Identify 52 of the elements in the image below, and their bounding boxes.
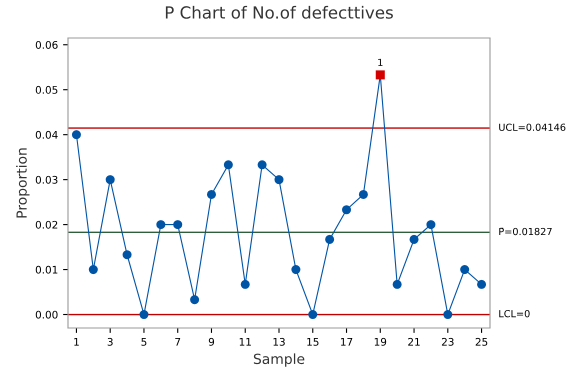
y-tick-label: 0.03	[36, 176, 58, 184]
point	[190, 295, 200, 304]
point	[342, 205, 352, 214]
y-tick-label: 0.01	[36, 266, 58, 274]
y-tick-label: 0.00	[36, 310, 58, 319]
y-tick-label: 0.05	[36, 86, 58, 94]
point	[106, 175, 115, 184]
point	[139, 310, 148, 320]
x-tick-label: 15	[307, 338, 318, 346]
point	[477, 280, 486, 289]
point	[325, 234, 334, 244]
x-tick-label: 21	[408, 338, 420, 346]
x-tick-label: 13	[274, 338, 285, 346]
x-tick-label: 1	[74, 338, 79, 346]
x-tick-label: 3	[108, 338, 113, 346]
point	[173, 220, 182, 230]
y-tick-label: 0.02	[36, 220, 58, 229]
x-tick-label: 19	[374, 338, 386, 346]
point	[392, 280, 402, 289]
point	[308, 310, 318, 320]
y-tick-label: 0.04	[36, 130, 58, 139]
point	[122, 250, 132, 260]
x-axis-title: Sample	[254, 353, 304, 367]
x-tick-label: 9	[208, 338, 214, 346]
annotation: 1	[378, 58, 382, 66]
point	[88, 265, 98, 274]
point	[376, 70, 385, 80]
ref-line-label: P̄=0.01827	[499, 228, 552, 236]
point	[224, 160, 233, 170]
y-tick-label: 0.06	[36, 40, 58, 49]
x-tick-label: 23	[442, 338, 454, 346]
ref-line-label: UCL=0.04146	[499, 124, 566, 131]
point	[258, 160, 267, 170]
x-tick-label: 5	[141, 338, 146, 346]
point	[206, 190, 216, 199]
x-tick-label: 17	[341, 338, 352, 346]
y-axis-title: Proportion	[16, 148, 30, 218]
point	[274, 175, 284, 184]
x-tick-label: 11	[240, 338, 251, 346]
point	[291, 265, 300, 274]
chart-title: P Chart of No.of defecttives	[166, 6, 393, 19]
point	[443, 310, 452, 320]
point	[410, 234, 419, 244]
point	[358, 190, 368, 199]
point	[240, 280, 250, 289]
point	[460, 265, 470, 274]
x-tick-label: 25	[476, 338, 488, 346]
point	[72, 130, 81, 140]
ref-line-label: LCL=0	[499, 310, 530, 318]
point	[156, 220, 166, 230]
point	[426, 220, 436, 230]
x-tick-label: 7	[175, 338, 180, 346]
